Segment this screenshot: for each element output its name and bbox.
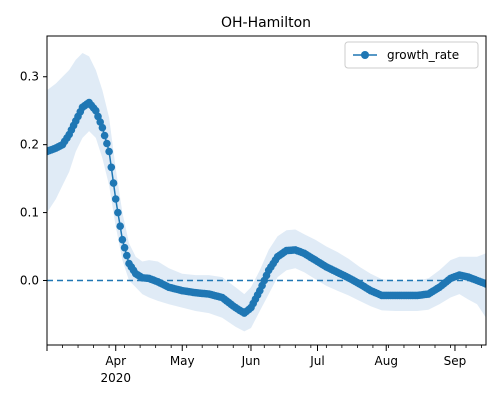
axes: 0.0 0.1 0.2 0.3 Apr May Jun Jul Aug Sep 2020 xyxy=(20,35,487,385)
y-tick-label: 0.2 xyxy=(20,138,39,152)
x-tick-label: Apr xyxy=(105,354,126,368)
legend-box xyxy=(344,41,479,69)
legend: growth_rate xyxy=(344,41,479,69)
growth-rate-marker xyxy=(111,195,120,203)
growth-rate-marker xyxy=(103,139,111,148)
plot-area xyxy=(47,53,486,332)
x-tick-label: May xyxy=(170,354,195,368)
confidence-band xyxy=(47,53,486,332)
x-tick-label: Sep xyxy=(444,354,467,368)
chart-title: OH-Hamilton xyxy=(221,15,311,31)
y-tick-label: 0.1 xyxy=(20,206,39,220)
y-tick-label: 0.3 xyxy=(20,70,39,84)
growth-rate-marker xyxy=(118,235,127,244)
growth-rate-marker xyxy=(98,123,107,132)
y-tick-label: 0.0 xyxy=(20,273,39,287)
growth-rate-marker xyxy=(107,163,116,172)
growth-rate-marker xyxy=(123,251,131,260)
legend-marker-swatch xyxy=(361,51,369,59)
x-tick-label: Jun xyxy=(241,354,261,368)
growth-rate-marker xyxy=(482,280,486,288)
x-tick-label: Aug xyxy=(375,354,398,368)
growth-rate-marker xyxy=(109,179,118,187)
growth-rate-marker xyxy=(96,118,104,126)
plot-frame xyxy=(46,35,487,346)
growth-rate-marker xyxy=(116,222,124,230)
growth-rate-marker xyxy=(114,208,122,217)
legend-label: growth_rate xyxy=(387,48,459,62)
x-tick-label: Jul xyxy=(309,354,324,368)
growth-rate-marker xyxy=(105,147,113,156)
growth-rate-marker xyxy=(120,243,129,252)
x-year-label: 2020 xyxy=(100,371,131,385)
growth-rate-marker xyxy=(100,131,109,140)
plot-clip-group xyxy=(47,53,486,332)
growth-rate-marker xyxy=(92,106,100,115)
